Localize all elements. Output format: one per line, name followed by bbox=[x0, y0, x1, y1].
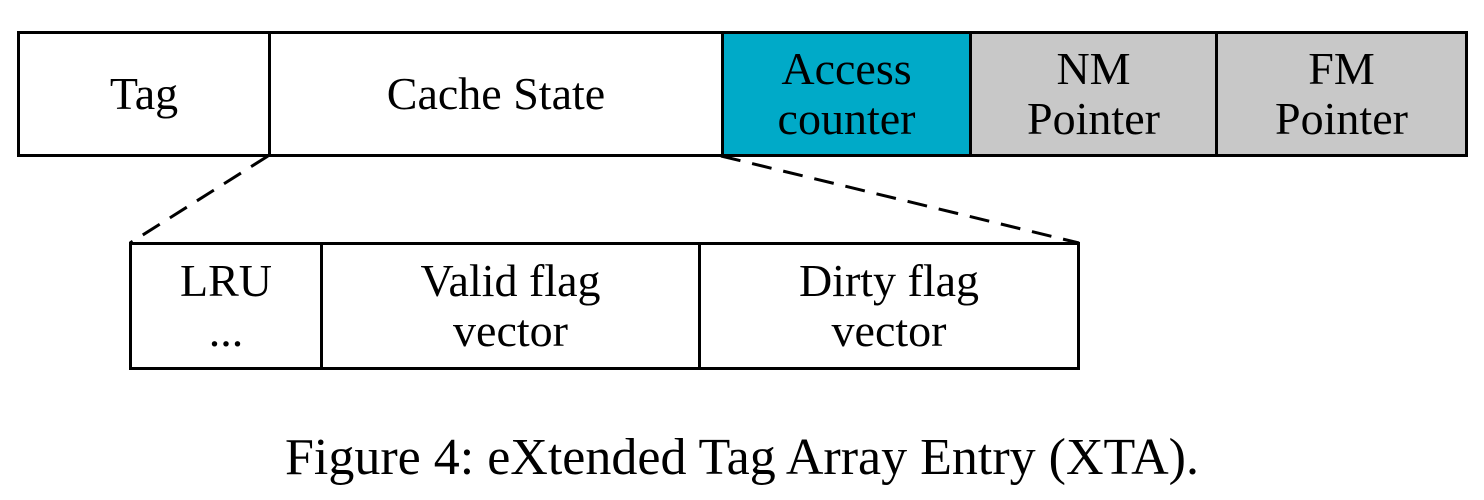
field-tag-line-1: Tag bbox=[109, 68, 179, 119]
field-fm-pointer-line-1: FM bbox=[1308, 43, 1375, 94]
connector-left-dashed-line bbox=[129, 154, 269, 245]
field-nm-pointer: NM Pointer bbox=[969, 31, 1218, 157]
field-lru-line-1: LRU bbox=[180, 255, 272, 306]
field-tag: Tag bbox=[17, 31, 271, 157]
field-fm-pointer-line-2: Pointer bbox=[1275, 93, 1408, 144]
field-nm-pointer-line-2: Pointer bbox=[1027, 93, 1160, 144]
field-lru-line-2: ... bbox=[208, 305, 244, 356]
field-nm-pointer-line-1: NM bbox=[1056, 43, 1131, 94]
field-cache-state-line-1: Cache State bbox=[386, 68, 606, 119]
figure-caption: Figure 4: eXtended Tag Array Entry (XTA)… bbox=[285, 429, 1199, 486]
field-access-counter-line-1: Access bbox=[781, 43, 912, 94]
field-lru: LRU ... bbox=[129, 242, 323, 370]
field-valid-flag-vector: Valid flag vector bbox=[320, 242, 701, 370]
connector-right-dashed-line bbox=[720, 154, 1080, 245]
field-valid-flag-vector-line-1: Valid flag bbox=[420, 255, 601, 306]
field-dirty-flag-vector-line-2: vector bbox=[831, 305, 947, 356]
field-access-counter: Access counter bbox=[721, 31, 972, 157]
field-dirty-flag-vector: Dirty flag vector bbox=[698, 242, 1080, 370]
field-cache-state: Cache State bbox=[268, 31, 724, 157]
field-access-counter-line-2: counter bbox=[777, 93, 916, 144]
field-valid-flag-vector-line-2: vector bbox=[453, 305, 568, 356]
field-fm-pointer: FM Pointer bbox=[1215, 31, 1468, 157]
field-dirty-flag-vector-line-1: Dirty flag bbox=[798, 255, 980, 306]
